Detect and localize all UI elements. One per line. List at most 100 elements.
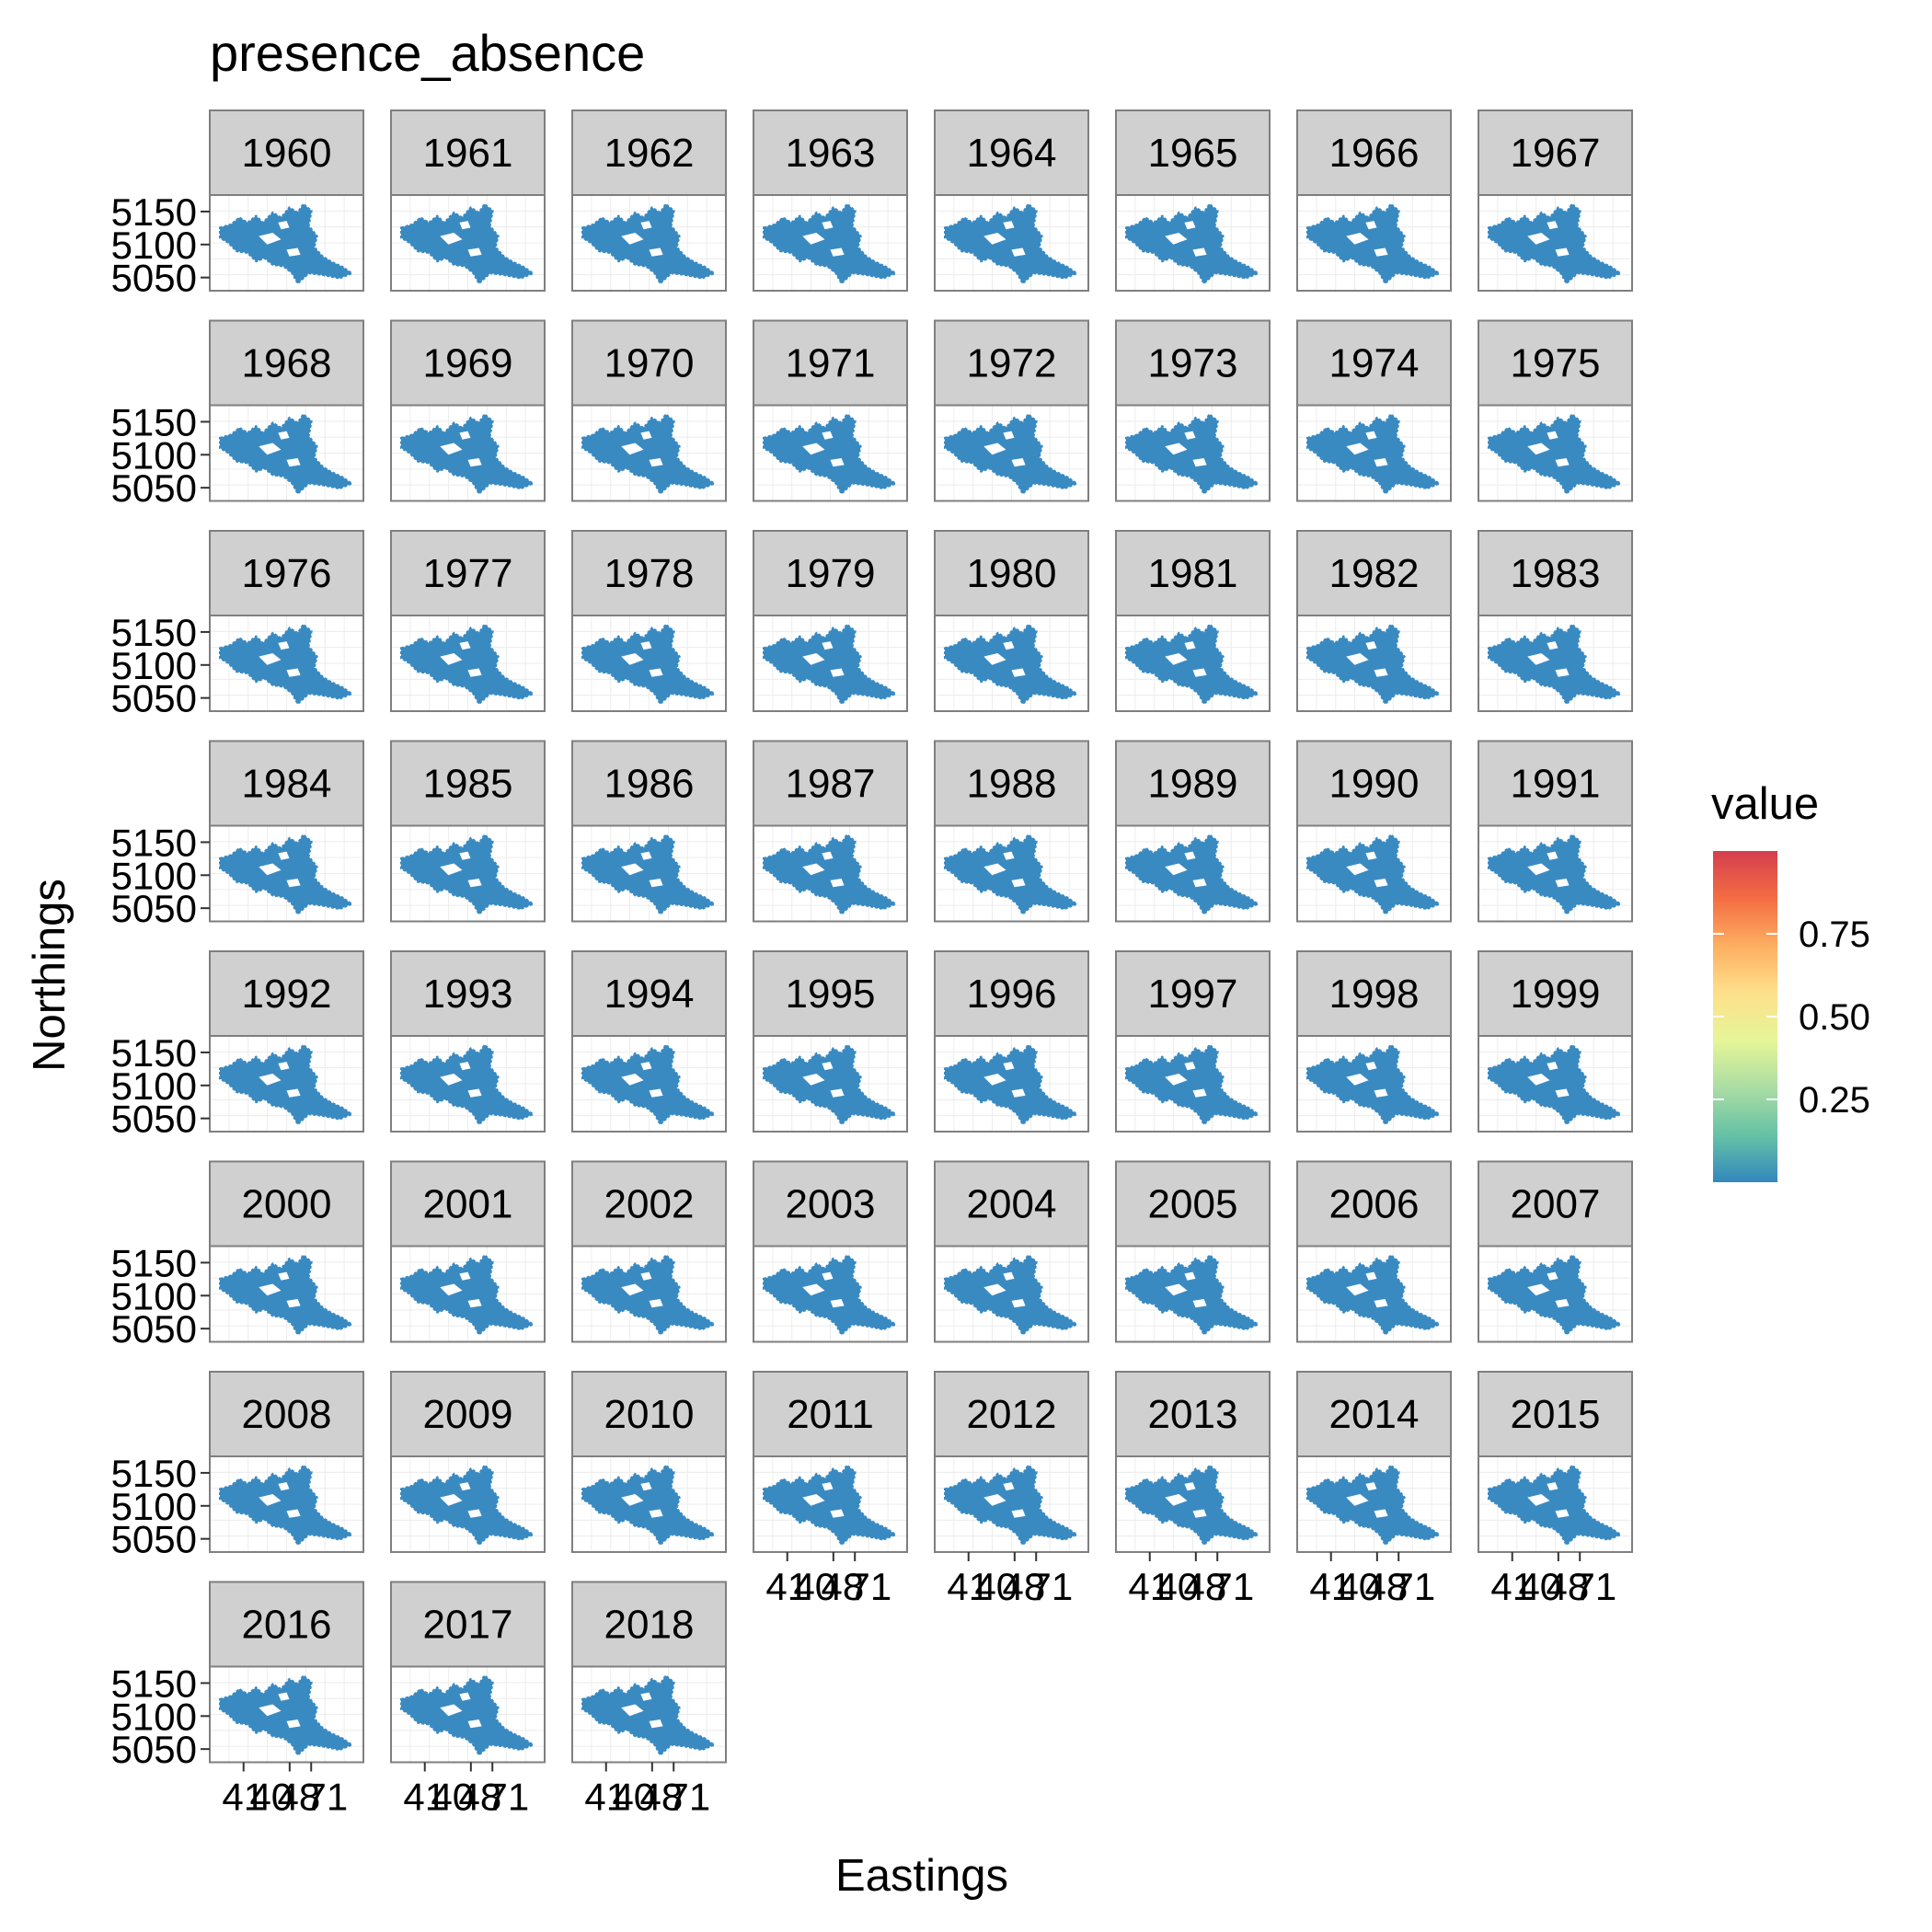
panel-border [209, 1665, 364, 1764]
x-tick-label: 40 [1337, 1565, 1380, 1608]
region-gap [286, 668, 301, 677]
x-tick-label: 41 [1128, 1565, 1171, 1608]
region-gap [1547, 1062, 1558, 1071]
region-gap [621, 1704, 644, 1717]
region-gap [286, 1088, 301, 1098]
x-tick-label: 71 [1574, 1565, 1617, 1608]
region-gap [286, 1299, 301, 1308]
y-tick-label: 5150 [111, 1452, 197, 1495]
x-tick-label: 71 [1393, 1565, 1436, 1608]
panel-border [1478, 404, 1633, 502]
facet-panel: 1993 [390, 950, 546, 1133]
region-gap [830, 1509, 845, 1518]
region-gap [1374, 247, 1388, 257]
panel-border [209, 194, 364, 292]
x-tick-label: 40 [793, 1565, 836, 1608]
legend: value 0.75 0.50 0.25 [1711, 779, 1870, 1182]
region-fill [1488, 1464, 1623, 1547]
facet-label: 1981 [1148, 551, 1238, 596]
panel-border [1296, 404, 1452, 502]
facet-label: 1970 [604, 341, 695, 386]
region-gap [822, 1482, 834, 1491]
region-fill [763, 1464, 898, 1547]
region-fill [1306, 202, 1442, 285]
facet-strip [934, 530, 1089, 616]
facet-strip [209, 950, 364, 1037]
facet-panel: 1998 [1296, 950, 1452, 1133]
panel-border [934, 1035, 1089, 1133]
facet-panel: 2003 [753, 1160, 908, 1343]
region-gap [459, 1692, 471, 1701]
panel-border [753, 194, 908, 292]
panel-border [753, 1455, 908, 1553]
region-gap [802, 1074, 825, 1086]
region-gap [467, 247, 482, 257]
region-gap [440, 1494, 463, 1506]
facet-label: 2000 [242, 1182, 332, 1227]
region-gap [1547, 221, 1558, 230]
y-tick-label: 5150 [111, 611, 197, 654]
panel-border [1115, 615, 1271, 712]
region-gap [621, 653, 644, 665]
region-gap [1003, 1062, 1015, 1071]
facet-label: 2008 [242, 1392, 332, 1437]
region-gap [1192, 458, 1207, 467]
x-tick-label: 48 [1547, 1565, 1590, 1608]
region-gap [1346, 863, 1369, 876]
facet-strip [1478, 530, 1633, 616]
panel-border [390, 1455, 546, 1553]
region-fill [1488, 623, 1623, 706]
region-gap [640, 851, 652, 860]
region-gap [459, 431, 471, 440]
facet-label: 1980 [967, 551, 1057, 596]
region-gap [259, 1283, 282, 1296]
region-fill [1125, 1043, 1260, 1126]
region-gap [1346, 653, 1369, 665]
region-gap [440, 863, 463, 876]
facet-panel: 1994 [571, 950, 727, 1133]
facet-label: 1982 [1329, 551, 1420, 596]
region-gap [459, 1271, 471, 1281]
facet-label: 1987 [786, 762, 876, 807]
panel-border [209, 1245, 364, 1343]
panel-border [1296, 194, 1452, 292]
region-gap [1184, 851, 1196, 860]
y-tick-label: 5050 [111, 257, 197, 300]
panel-border [1296, 1455, 1452, 1553]
region-gap [1555, 1299, 1570, 1308]
y-tick-label: 5050 [111, 466, 197, 510]
region-gap [286, 458, 301, 467]
region-gap [467, 1299, 482, 1308]
facet-label: 2002 [604, 1182, 695, 1227]
region-gap [1527, 233, 1550, 245]
facet-strip [753, 530, 908, 616]
region-gap [1374, 458, 1388, 467]
region-gap [259, 1074, 282, 1086]
region-gap [1555, 879, 1570, 888]
region-gap [440, 653, 463, 665]
panel-border [934, 404, 1089, 502]
facet-strip [753, 1160, 908, 1248]
region-gap [278, 1692, 290, 1701]
panel-border [1296, 824, 1452, 923]
region-gap [1003, 641, 1015, 650]
facet-label: 1990 [1329, 762, 1420, 807]
panel-border [1115, 194, 1271, 292]
x-tick-label: 40 [1156, 1565, 1199, 1608]
region-gap [649, 247, 663, 257]
facet-label: 1965 [1148, 131, 1238, 176]
facet-panel: 1979 [753, 530, 908, 712]
facet-label: 1966 [1329, 131, 1420, 176]
region-gap [1003, 221, 1015, 230]
region-gap [1184, 431, 1196, 440]
region-fill [763, 202, 898, 285]
facet-label: 2003 [786, 1182, 876, 1227]
legend-title: value [1711, 779, 1819, 829]
panel-border [390, 824, 546, 923]
facet-strip [1296, 530, 1452, 616]
facet-strip [753, 950, 908, 1037]
facet-strip [209, 109, 364, 196]
